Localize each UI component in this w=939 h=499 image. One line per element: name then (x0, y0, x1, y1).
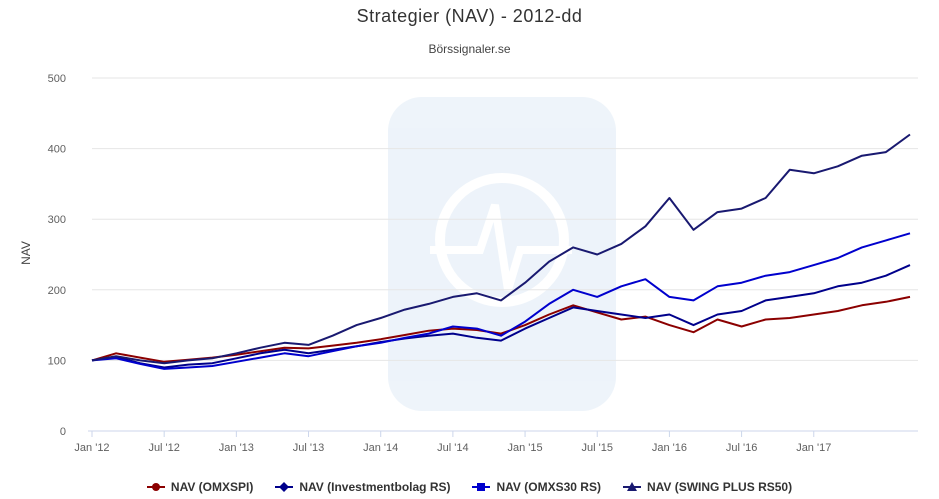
watermark-logo (388, 97, 616, 411)
legend-item[interactable]: NAV (OMXSPI) (146, 478, 254, 496)
legend-item[interactable]: NAV (SWING PLUS RS50) (622, 478, 793, 496)
legend-item[interactable]: NAV (OMXS30 RS) (472, 478, 601, 496)
series-lines (91, 133, 911, 370)
x-tick-label: Jul '15 (582, 442, 613, 454)
y-tick-label: 0 (60, 426, 66, 438)
y-tick-label: 100 (48, 355, 66, 367)
x-tick-label: Jul '12 (148, 442, 179, 454)
y-tick-label: 300 (48, 214, 66, 226)
y-axis-label: NAV (19, 241, 33, 265)
series-line-4 (91, 133, 911, 365)
chart-title: Strategier (NAV) - 2012-dd (356, 6, 583, 26)
legend: NAV (OMXSPI) NAV (Investmentbolag RS) NAV … (0, 478, 939, 496)
y-tick-label: 200 (48, 285, 66, 297)
legend-label: NAV (OMXSPI) (170, 480, 254, 494)
x-tick-label: Jul '13 (293, 442, 324, 454)
triangle-marker-icon (622, 482, 641, 491)
series-line-2 (91, 264, 911, 369)
legend-item[interactable]: NAV (Investmentbolag RS) (275, 478, 450, 496)
x-tick-label: Jan '14 (363, 442, 398, 454)
legend-label: NAV (Investmentbolag RS) (299, 480, 451, 494)
legend-label: NAV (OMXS30 RS) (496, 480, 601, 494)
y-tick-label: 500 (48, 73, 66, 85)
x-tick-label: Jul '14 (437, 442, 468, 454)
x-tick-label: Jan '13 (219, 442, 254, 454)
x-tick-label: Jul '16 (726, 442, 757, 454)
x-tick-label: Jan '16 (652, 442, 687, 454)
circle-marker-icon (146, 483, 165, 491)
chart-subtitle: Börssignaler.se (428, 42, 511, 56)
x-tick-label: Jan '17 (796, 442, 831, 454)
legend-label: NAV (SWING PLUS RS50) (646, 480, 793, 494)
square-marker-icon (472, 483, 491, 491)
x-tick-label: Jan '12 (74, 442, 109, 454)
diamond-marker-icon (275, 482, 294, 492)
series-line-3 (91, 232, 911, 370)
x-tick-label: Jan '15 (507, 442, 542, 454)
y-tick-label: 400 (48, 144, 66, 156)
axes: 0 100 200 300 400 500 Jan '12 Jul '12 Jan '13 Jul… (48, 73, 918, 454)
